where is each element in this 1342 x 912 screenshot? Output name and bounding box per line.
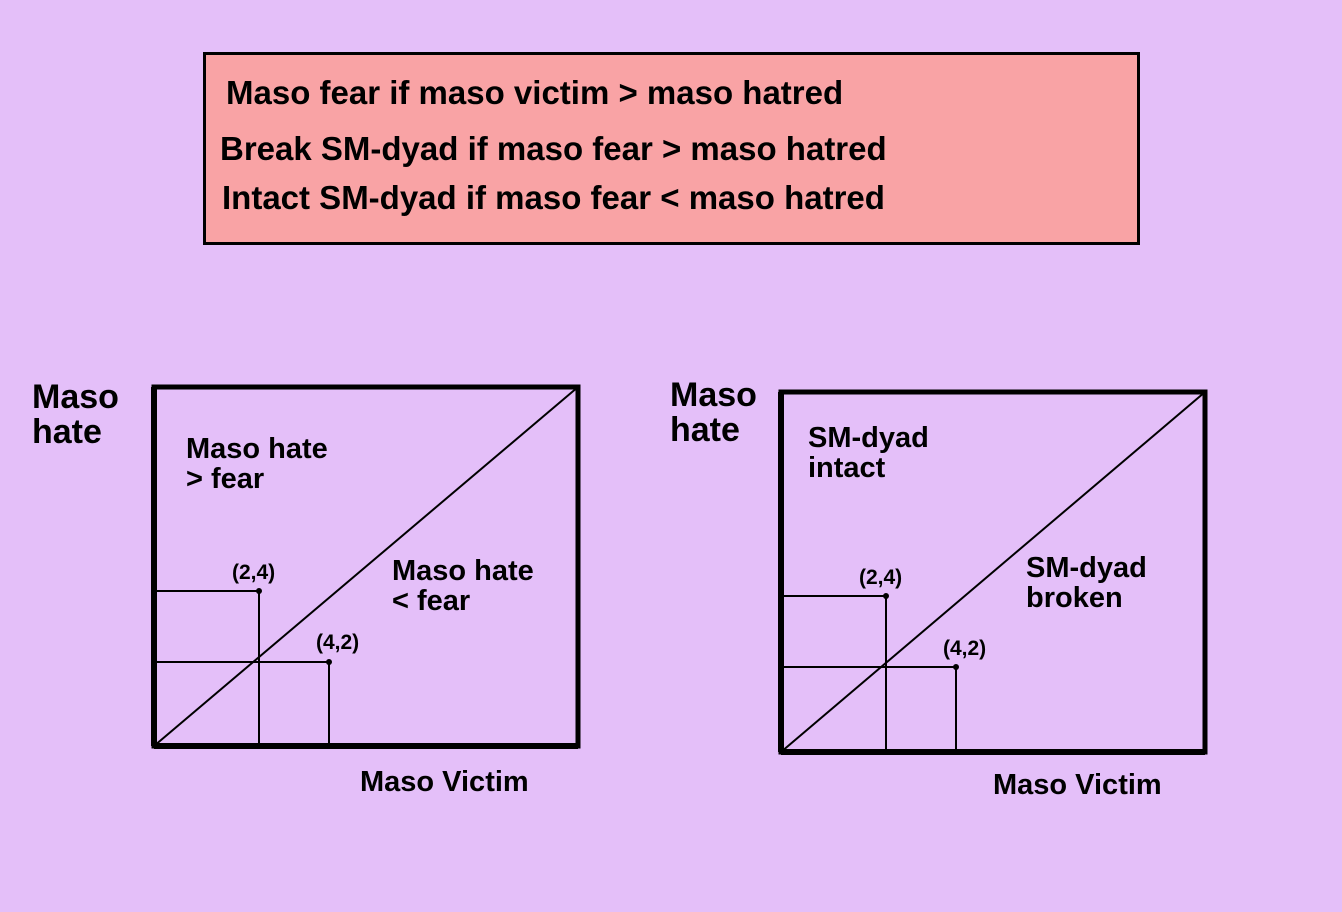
left-diagonal	[153, 386, 579, 747]
left-x-axis-label: Maso Victim	[360, 766, 529, 798]
left-point-b-label: (4,2)	[316, 631, 360, 654]
right-point-b-label: (4,2)	[943, 637, 987, 660]
rules-box: Maso fear if maso victim > maso hatred B…	[203, 52, 1140, 245]
right-point-a-label: (2,4)	[859, 566, 903, 589]
right-point-b	[953, 664, 959, 670]
right-point-b-guides	[784, 666, 957, 752]
right-diagram	[778, 389, 1208, 755]
left-diagram	[151, 384, 581, 749]
rule-break-dyad: Break SM-dyad if maso fear > maso hatred	[220, 130, 887, 167]
right-x-axis-label: Maso Victim	[993, 769, 1162, 801]
left-point-a	[256, 588, 262, 594]
right-upper-region-label: SM-dyad intact	[808, 422, 929, 484]
right-diagonal	[780, 391, 1206, 753]
rule-maso-fear: Maso fear if maso victim > maso hatred	[226, 74, 844, 111]
right-lower-region-label: SM-dyad broken	[1026, 552, 1147, 614]
right-point-a	[883, 593, 889, 599]
left-lower-region-label: Maso hate < fear	[392, 555, 534, 617]
left-point-a-guides	[157, 590, 260, 746]
rule-intact-dyad: Intact SM-dyad if maso fear < maso hatre…	[222, 179, 885, 216]
right-point-a-guides	[784, 595, 887, 752]
left-point-b-guides	[157, 661, 330, 746]
left-point-a-label: (2,4)	[232, 561, 276, 584]
left-point-b	[326, 659, 332, 665]
right-y-axis-label: Maso hate	[670, 376, 757, 450]
left-y-axis-label: Maso hate	[32, 378, 119, 452]
left-upper-region-label: Maso hate > fear	[186, 433, 328, 495]
